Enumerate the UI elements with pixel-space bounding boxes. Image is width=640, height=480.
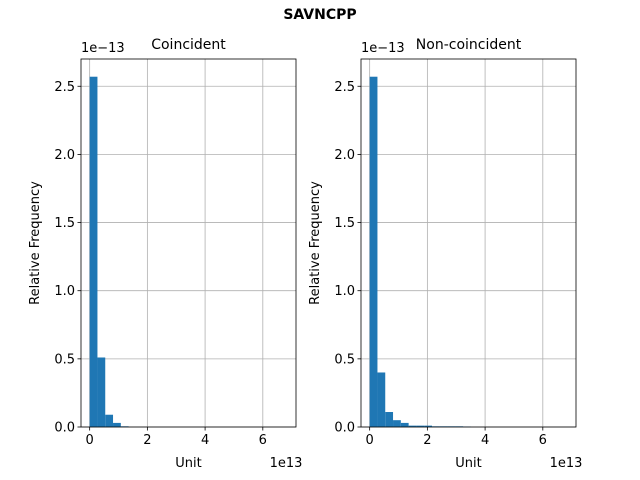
y-tick-label: 0.0 [334, 421, 355, 436]
x-offset-label: 1e13 [270, 456, 303, 471]
x-tick-label: 4 [481, 433, 489, 448]
x-tick-label: 6 [259, 433, 267, 448]
subplot-coincident: Coincident 1e−13 0 2 4 60.00.51.01.52.02.5 … [28, 37, 302, 471]
axes-frame [360, 58, 577, 428]
x-offset-label: 1e13 [550, 456, 583, 471]
subplot-title: Non-coincident [416, 37, 522, 53]
ticks-layer: 0 2 4 6 0.0 0.5 1.0 1.5 2.0 2.5 [334, 80, 547, 448]
y-tick-label: 1.5 [54, 216, 75, 231]
subplot-non-coincident: Non-coincident 1e−13 0 2 4 6 0.0 0.5 1.0 1.5 2.0… [308, 37, 582, 471]
x-tick-label: 6 [539, 433, 547, 448]
y-axis-label: Relative Frequency [308, 181, 323, 305]
histogram-bar [105, 414, 114, 427]
subplot-title: Coincident [151, 37, 226, 53]
histogram-bar [424, 425, 432, 427]
y-tick-label: 1.5 [334, 216, 355, 231]
x-tick-label: 0 [86, 433, 94, 448]
histogram-bar [416, 425, 425, 427]
y-tick-label: 1.0 [54, 284, 75, 299]
histogram-bar [97, 357, 106, 427]
x-tick-label: 0 [366, 433, 374, 448]
x-tick-label: 2 [423, 433, 431, 448]
histogram-bar [89, 76, 98, 428]
y-tick-label: 2.0 [54, 148, 75, 163]
histogram-bar [408, 425, 417, 427]
y-tick-label: 2.5 [334, 80, 355, 95]
histogram-bar [385, 412, 394, 427]
x-axis-label: Unit [455, 456, 481, 471]
histogram-bar [377, 372, 386, 427]
histogram-bar [393, 420, 401, 427]
x-axis-label: Unit [175, 456, 201, 471]
x-tick-label: 4 [201, 433, 209, 448]
y-axis-label: Relative Frequency [28, 181, 43, 305]
ticks-layer: 0 2 4 6 0.0 0.5 1.0 1.5 2.0 2.5 [54, 80, 267, 448]
axes-frame [80, 58, 297, 428]
y-tick-label: 0.5 [334, 352, 355, 367]
y-tick-label: 0.0 [54, 421, 75, 436]
y-offset-label: 1e−13 [81, 41, 125, 56]
histogram-bar [113, 422, 121, 427]
x-tick-label: 2 [143, 433, 151, 448]
y-tick-label: 0.5 [54, 352, 75, 367]
y-offset-label: 1e−13 [361, 41, 405, 56]
y-tick-label: 2.5 [54, 80, 75, 95]
y-tick-label: 2.0 [334, 148, 355, 163]
histogram-bar [369, 76, 378, 428]
y-tick-label: 1.0 [334, 284, 355, 299]
figure-suptitle: SAVNCPP [283, 7, 356, 23]
histogram-bar [400, 422, 409, 427]
